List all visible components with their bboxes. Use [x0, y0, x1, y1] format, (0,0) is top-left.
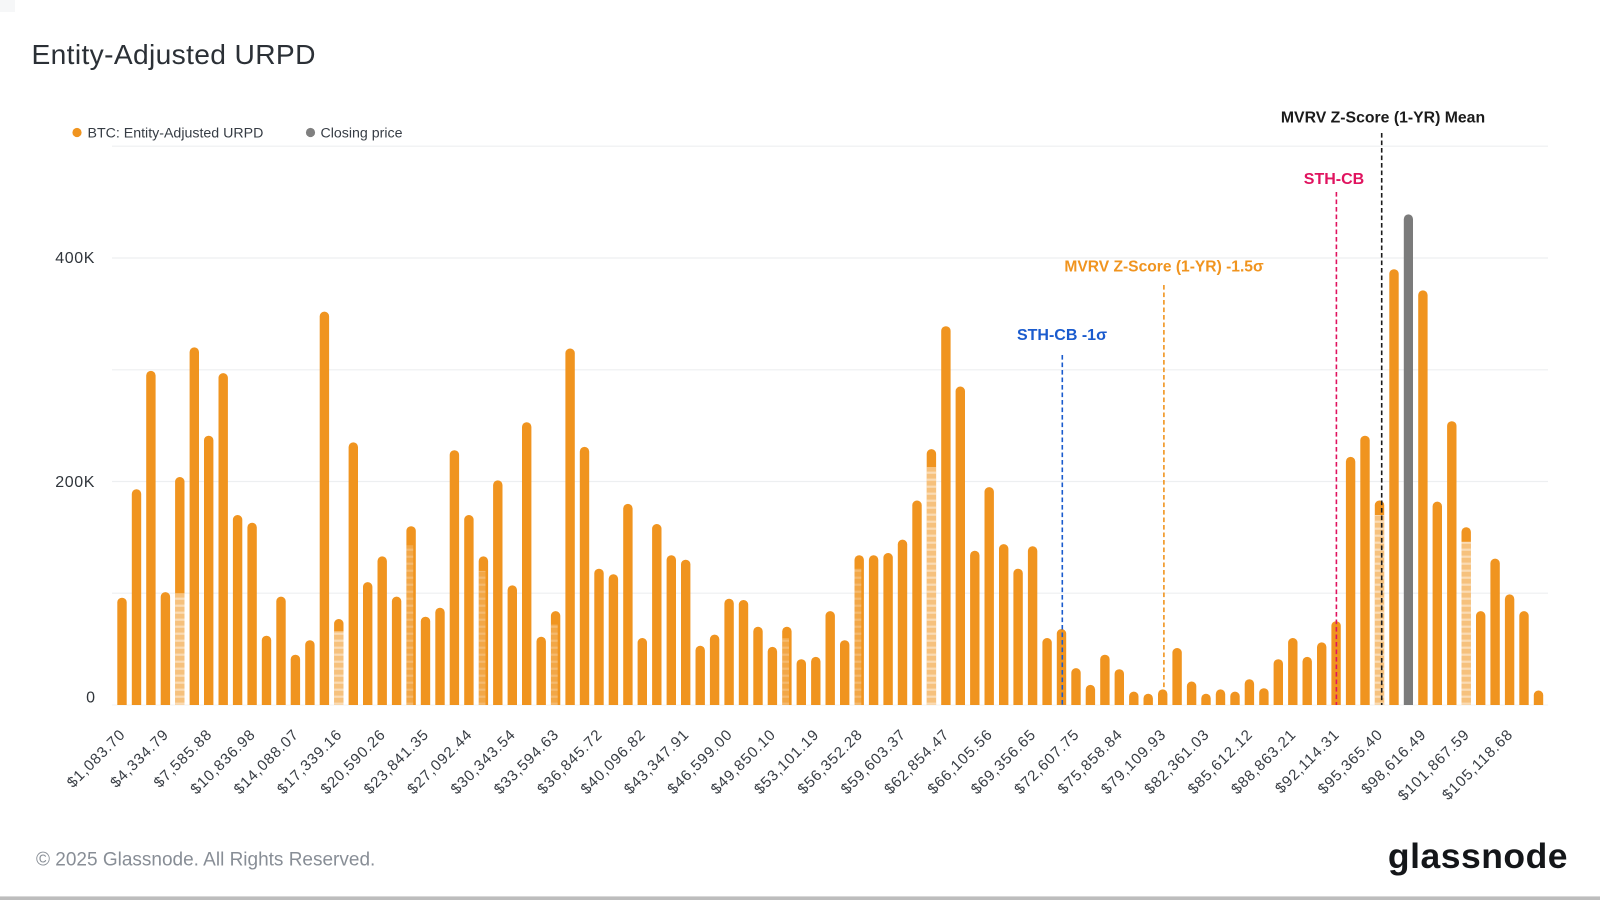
svg-text:STH-CB -1σ: STH-CB -1σ: [1017, 327, 1107, 344]
svg-text:glassnode: glassnode: [1388, 836, 1568, 876]
svg-text:0: 0: [86, 690, 95, 707]
svg-text:MVRV Z-Score (1-YR) Mean: MVRV Z-Score (1-YR) Mean: [1281, 110, 1485, 127]
svg-text:400K: 400K: [55, 250, 95, 267]
svg-text:BTC: Entity-Adjusted URPD: BTC: Entity-Adjusted URPD: [88, 126, 264, 142]
svg-text:Closing price: Closing price: [321, 126, 403, 142]
svg-text:© 2025 Glassnode. All Rights R: © 2025 Glassnode. All Rights Reserved.: [36, 850, 375, 871]
svg-text:200K: 200K: [55, 474, 95, 491]
svg-text:STH-CB: STH-CB: [1304, 171, 1364, 188]
svg-text:Entity-Adjusted URPD: Entity-Adjusted URPD: [32, 38, 316, 70]
svg-text:MVRV Z-Score (1-YR) -1.5σ: MVRV Z-Score (1-YR) -1.5σ: [1064, 259, 1264, 276]
